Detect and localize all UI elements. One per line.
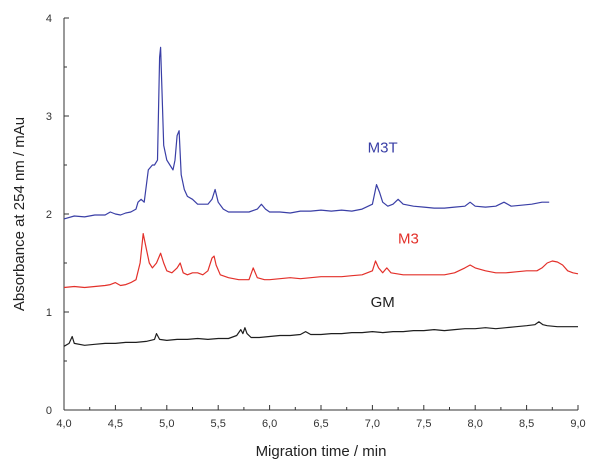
series-label-m3: M3 bbox=[398, 230, 419, 247]
x-axis-label: Migration time / min bbox=[256, 443, 387, 459]
series-lines bbox=[63, 46, 579, 347]
x-tick-label: 9,0 bbox=[570, 418, 585, 430]
y-tick-label: 1 bbox=[46, 307, 52, 319]
x-tick-label: 8,0 bbox=[468, 418, 483, 430]
x-tick-label: 8,5 bbox=[519, 418, 534, 430]
x-tick-label: 7,0 bbox=[365, 418, 380, 430]
series-label-gm: GM bbox=[371, 294, 395, 311]
y-tick-label: 3 bbox=[46, 111, 52, 123]
y-tick-label: 0 bbox=[46, 405, 52, 417]
tick-marks bbox=[63, 17, 579, 411]
x-tick-label: 7,5 bbox=[416, 418, 431, 430]
x-tick-label: 6,5 bbox=[313, 418, 328, 430]
series-line-m3t bbox=[63, 46, 550, 220]
x-tick-label: 4,0 bbox=[56, 418, 71, 430]
series-labels: M3T M3 GM bbox=[368, 139, 419, 311]
axes bbox=[63, 18, 578, 411]
y-tick-label: 2 bbox=[46, 209, 52, 221]
tick-labels: 4,0 4,5 5,0 5,5 6,0 6,5 7,0 7,5 8,0 8,5 9,0 0 1 2 3 4 bbox=[46, 13, 586, 430]
x-tick-label: 4,5 bbox=[108, 418, 123, 430]
x-tick-label: 5,0 bbox=[159, 418, 174, 430]
y-tick-label: 4 bbox=[46, 13, 52, 25]
series-line-m3 bbox=[63, 233, 579, 289]
series-label-m3t: M3T bbox=[368, 139, 398, 156]
x-tick-label: 6,0 bbox=[262, 418, 277, 430]
series-line-gm bbox=[63, 321, 578, 347]
x-tick-label: 5,5 bbox=[211, 418, 226, 430]
y-axis-label: Absorbance at 254 nm / mAu bbox=[11, 117, 28, 311]
